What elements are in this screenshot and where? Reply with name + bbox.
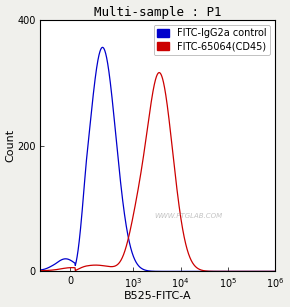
Y-axis label: Count: Count	[6, 129, 16, 162]
Title: Multi-sample : P1: Multi-sample : P1	[94, 6, 222, 18]
X-axis label: B525-FITC-A: B525-FITC-A	[124, 291, 192, 301]
Legend: FITC-IgG2a control, FITC-65064(CD45): FITC-IgG2a control, FITC-65064(CD45)	[153, 25, 270, 55]
Text: WWW.PTGLAB.COM: WWW.PTGLAB.COM	[154, 213, 222, 219]
